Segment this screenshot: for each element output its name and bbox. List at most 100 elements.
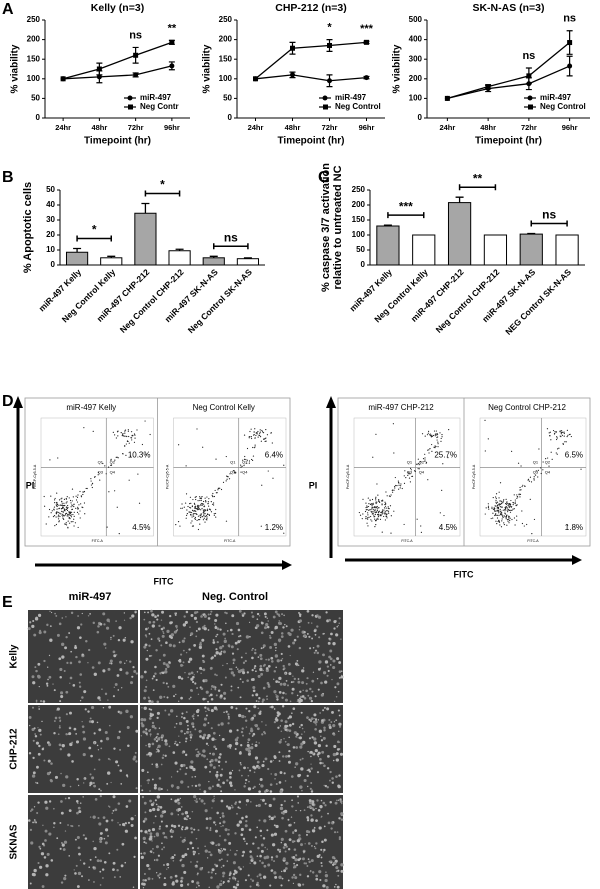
cell [205, 817, 209, 821]
event-dot [422, 458, 425, 460]
cell [175, 612, 178, 615]
cell [151, 624, 155, 628]
cell [245, 635, 250, 639]
cell [296, 864, 299, 867]
cell [227, 722, 230, 725]
cell [45, 682, 49, 685]
significance-label: ns [522, 50, 535, 62]
cell [31, 624, 35, 628]
cell [252, 842, 255, 845]
cell [148, 867, 151, 871]
cell [215, 829, 218, 833]
cell [193, 611, 197, 615]
event-dot [85, 487, 87, 490]
cell [266, 698, 269, 701]
cell [275, 680, 278, 683]
event-dot [228, 478, 231, 480]
cell [158, 658, 161, 662]
cell [184, 828, 187, 831]
x-axis-label: Timepoint (hr) [277, 136, 344, 147]
event-dot [82, 506, 84, 509]
x-axis-label: Timepoint (hr) [84, 136, 151, 147]
cell [107, 835, 109, 837]
cell [184, 671, 186, 674]
cell [283, 614, 285, 617]
event-dot [212, 492, 214, 495]
cell [70, 825, 72, 827]
event-dot [240, 464, 242, 466]
event-dot [372, 502, 374, 504]
cell [119, 769, 123, 772]
event-dot [387, 506, 389, 508]
cell [228, 829, 230, 831]
event-dot [373, 509, 375, 511]
cell [144, 873, 146, 875]
cell [207, 617, 211, 620]
cell [43, 630, 47, 634]
cell [219, 646, 223, 650]
cell [333, 700, 336, 703]
event-dot [429, 434, 432, 437]
cell [258, 742, 260, 744]
cell [254, 670, 257, 673]
cell [180, 764, 184, 768]
cell [237, 866, 241, 869]
cell [219, 835, 221, 837]
cell [186, 814, 189, 818]
cell [82, 737, 87, 741]
event-dot [382, 500, 384, 502]
cell [283, 772, 286, 775]
event-dot [503, 499, 505, 501]
cell [282, 626, 285, 629]
cell [337, 624, 339, 627]
event-dot [393, 489, 395, 491]
event-dot [235, 472, 237, 474]
event-dot [108, 466, 110, 468]
event-dot [144, 420, 146, 422]
cell [270, 869, 273, 872]
event-dot [426, 434, 429, 436]
cell [29, 724, 31, 727]
cell [176, 798, 180, 802]
cell [76, 626, 81, 630]
cell [36, 782, 39, 784]
comparison-bracket [387, 212, 425, 219]
cell [285, 861, 289, 865]
event-dot [437, 441, 439, 443]
cell [267, 863, 271, 867]
event-dot [198, 518, 200, 521]
cell [239, 669, 244, 673]
cell [36, 812, 39, 815]
event-dot [537, 476, 539, 478]
cell [306, 609, 310, 613]
cell [310, 763, 312, 765]
cell [119, 748, 122, 751]
cell [338, 661, 342, 664]
x-tick-label: 72hr [521, 123, 537, 132]
cell [143, 689, 147, 693]
cell [200, 615, 203, 618]
cell [287, 847, 291, 851]
cell [201, 638, 205, 642]
event-dot [527, 478, 530, 480]
cell [65, 690, 69, 694]
cell [242, 850, 246, 854]
event-dot [194, 496, 196, 498]
cell [151, 721, 155, 725]
event-dot [90, 478, 92, 480]
cell [270, 630, 274, 634]
cell [222, 824, 224, 827]
marker [567, 40, 573, 46]
cell [131, 614, 135, 618]
event-dot [180, 507, 182, 509]
event-dot [185, 517, 187, 519]
cell [285, 693, 287, 695]
event-dot [485, 507, 487, 509]
event-dot [502, 500, 505, 502]
cell [186, 730, 189, 734]
event-dot [521, 485, 523, 488]
cell [189, 733, 193, 737]
event-dot [384, 501, 386, 503]
cell [333, 831, 337, 834]
event-dot [369, 503, 372, 506]
